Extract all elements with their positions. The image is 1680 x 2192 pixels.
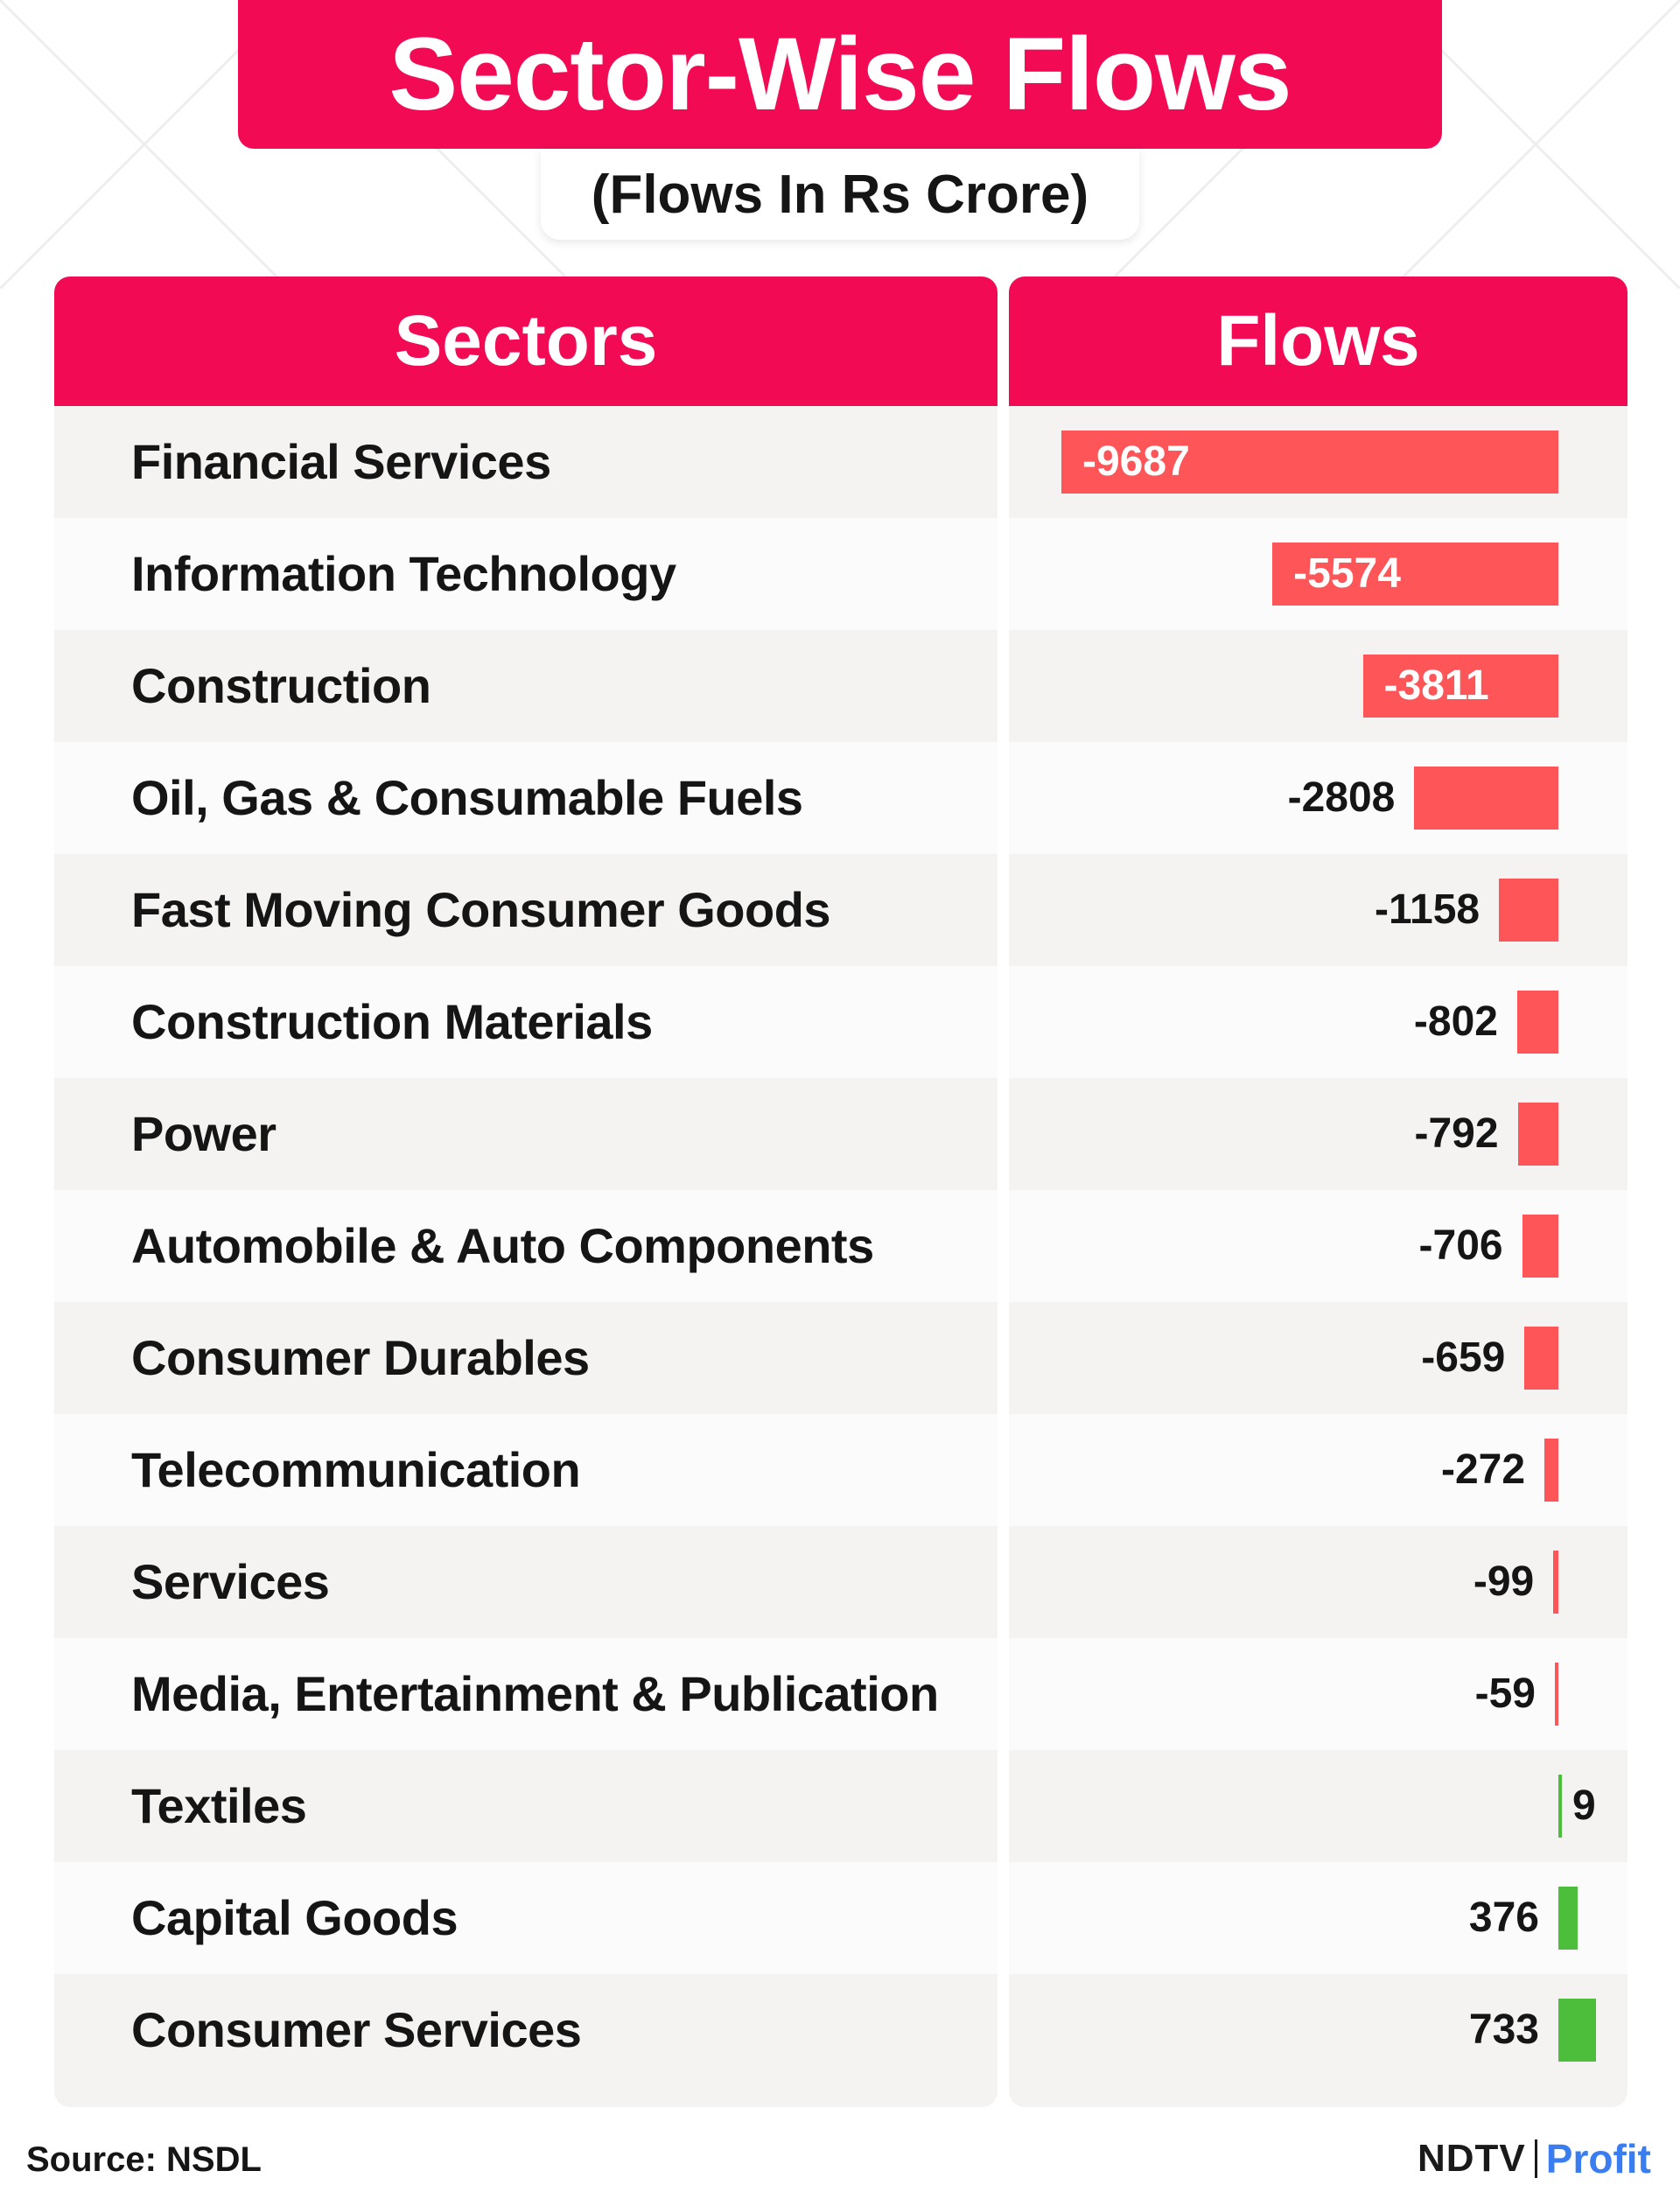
brand-logo: NDTV Profit: [1418, 2132, 1671, 2186]
flow-bar: [1558, 1999, 1596, 2062]
flow-value-label: -802: [1413, 998, 1498, 1045]
flow-bar: [1061, 431, 1558, 494]
flow-bar: [1544, 1439, 1558, 1502]
row-stripe: [54, 966, 998, 1078]
flow-value-label: -2808: [1287, 774, 1396, 821]
sector-label: Services: [131, 1554, 330, 1609]
title-banner: Sector-Wise Flows: [238, 0, 1442, 149]
flow-value-label: -5574: [1293, 550, 1401, 597]
source-note: Source: NSDL: [26, 2140, 262, 2179]
flow-bar: [1499, 879, 1558, 942]
flow-bar: [1558, 1887, 1578, 1950]
brand-separator: [1534, 2139, 1537, 2178]
sector-label: Construction: [131, 658, 431, 713]
flow-value-label: 733: [1468, 2006, 1539, 2053]
flow-value-label: -59: [1474, 1670, 1536, 1717]
flow-value-label: -3811: [1383, 662, 1489, 709]
chart-title: Sector-Wise Flows: [388, 17, 1292, 132]
subtitle-banner: (Flows In Rs Crore): [541, 149, 1139, 240]
flow-bar: [1516, 991, 1558, 1054]
sectors-header: Sectors: [54, 277, 998, 406]
flow-bar: [1272, 543, 1558, 606]
flow-bar: [1555, 1663, 1558, 1726]
flow-value-label: -1158: [1374, 886, 1480, 933]
flow-bar: [1553, 1551, 1558, 1614]
flow-value-label: 376: [1468, 1894, 1539, 1941]
flow-value-label: -272: [1440, 1446, 1526, 1493]
sector-label: Consumer Services: [131, 2002, 582, 2057]
brand-profit: Profit: [1545, 2136, 1651, 2181]
flow-bar: [1522, 1215, 1558, 1278]
flow-bar: [1524, 1327, 1558, 1390]
sector-label: Fast Moving Consumer Goods: [131, 882, 831, 937]
row-stripe: [54, 518, 998, 630]
sector-label: Capital Goods: [131, 1890, 458, 1945]
sector-label: Financial Services: [131, 434, 551, 489]
row-stripe: [54, 1638, 998, 1750]
chart-subtitle: (Flows In Rs Crore): [591, 164, 1089, 225]
sector-label: Power: [131, 1106, 276, 1161]
sector-label: Consumer Durables: [131, 1330, 590, 1385]
sector-label: Media, Entertainment & Publication: [131, 1666, 939, 1721]
sector-label: Construction Materials: [131, 994, 653, 1049]
row-stripe: [54, 1190, 998, 1302]
flow-bar: [1558, 1775, 1562, 1838]
flows-header: Flows: [1009, 277, 1628, 406]
row-stripe: [54, 1862, 998, 1974]
background-decoration: [0, 0, 1680, 289]
row-stripe: [54, 742, 998, 854]
sector-label: Automobile & Auto Components: [131, 1218, 874, 1273]
flow-value-label: -792: [1414, 1110, 1499, 1157]
flow-bar: [1414, 767, 1558, 830]
row-stripe: [1009, 1862, 1628, 1974]
flow-value-label: -659: [1421, 1334, 1506, 1381]
flow-value-label: 9: [1572, 1782, 1596, 1829]
row-stripe: [1009, 1638, 1628, 1750]
sector-label: Textiles: [131, 1778, 307, 1833]
row-stripe: [54, 1414, 998, 1526]
sector-label: Oil, Gas & Consumable Fuels: [131, 770, 803, 825]
brand-ndtv: NDTV: [1418, 2137, 1526, 2180]
row-stripe: [1009, 1414, 1628, 1526]
sector-label: Information Technology: [131, 546, 676, 601]
sectors-panel: [54, 277, 998, 2107]
flow-value-label: -9687: [1082, 438, 1190, 485]
flow-value-label: -706: [1418, 1222, 1503, 1269]
flow-bar: [1517, 1103, 1558, 1166]
flow-value-label: -99: [1473, 1558, 1535, 1605]
sector-label: Telecommunication: [131, 1442, 581, 1497]
flow-bar: [1362, 655, 1558, 718]
